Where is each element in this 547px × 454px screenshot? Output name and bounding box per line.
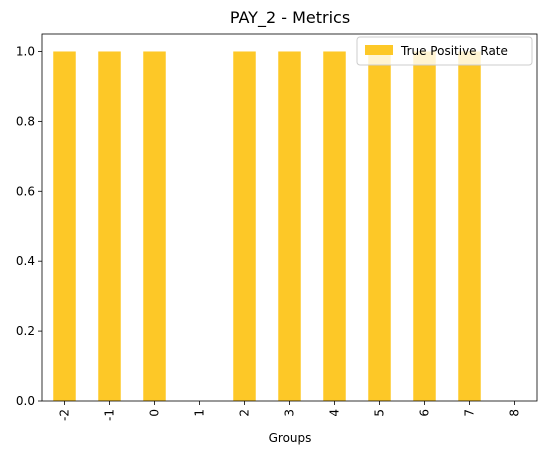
x-tick-label: 0: [148, 409, 162, 417]
y-tick-label: 0.2: [16, 324, 35, 338]
chart-title: PAY_2 - Metrics: [230, 8, 350, 28]
x-tick-label: 1: [193, 409, 207, 417]
plot-area: 0.0 0.2 0.4 0.6 0.8 1.0 -2 -1 0 1 2 3 4 5 6 7 8 True Posi…: [16, 33, 538, 421]
x-tick-label: 2: [238, 409, 252, 417]
x-tick-label: 8: [508, 409, 522, 417]
bar-0: [143, 51, 166, 401]
y-tick-label: 1.0: [16, 44, 35, 58]
y-tick-label: 0.8: [16, 114, 35, 128]
bar--2: [53, 51, 76, 401]
x-tick-label: 5: [373, 409, 387, 417]
y-tick-label: 0.0: [16, 394, 35, 408]
x-tick-label: 7: [463, 409, 477, 417]
y-tick-label: 0.6: [16, 184, 35, 198]
x-tick-label: 4: [328, 409, 342, 417]
legend: [356, 36, 533, 66]
bar-7: [458, 51, 481, 401]
x-tick-label: -1: [103, 409, 117, 421]
bar-2: [233, 51, 256, 401]
x-axis-label: Groups: [269, 431, 312, 445]
x-tick-label: 6: [418, 409, 432, 417]
legend-swatch: [365, 45, 393, 55]
bar-4: [323, 51, 346, 401]
bar--1: [98, 51, 121, 401]
y-tick-label: 0.4: [16, 254, 35, 268]
bar-3: [278, 51, 301, 401]
bar-6: [413, 51, 436, 401]
x-tick-label: -2: [58, 409, 72, 421]
bar-5: [368, 51, 391, 401]
legend-label: True Positive Rate: [400, 44, 508, 58]
x-tick-label: 3: [283, 409, 297, 417]
